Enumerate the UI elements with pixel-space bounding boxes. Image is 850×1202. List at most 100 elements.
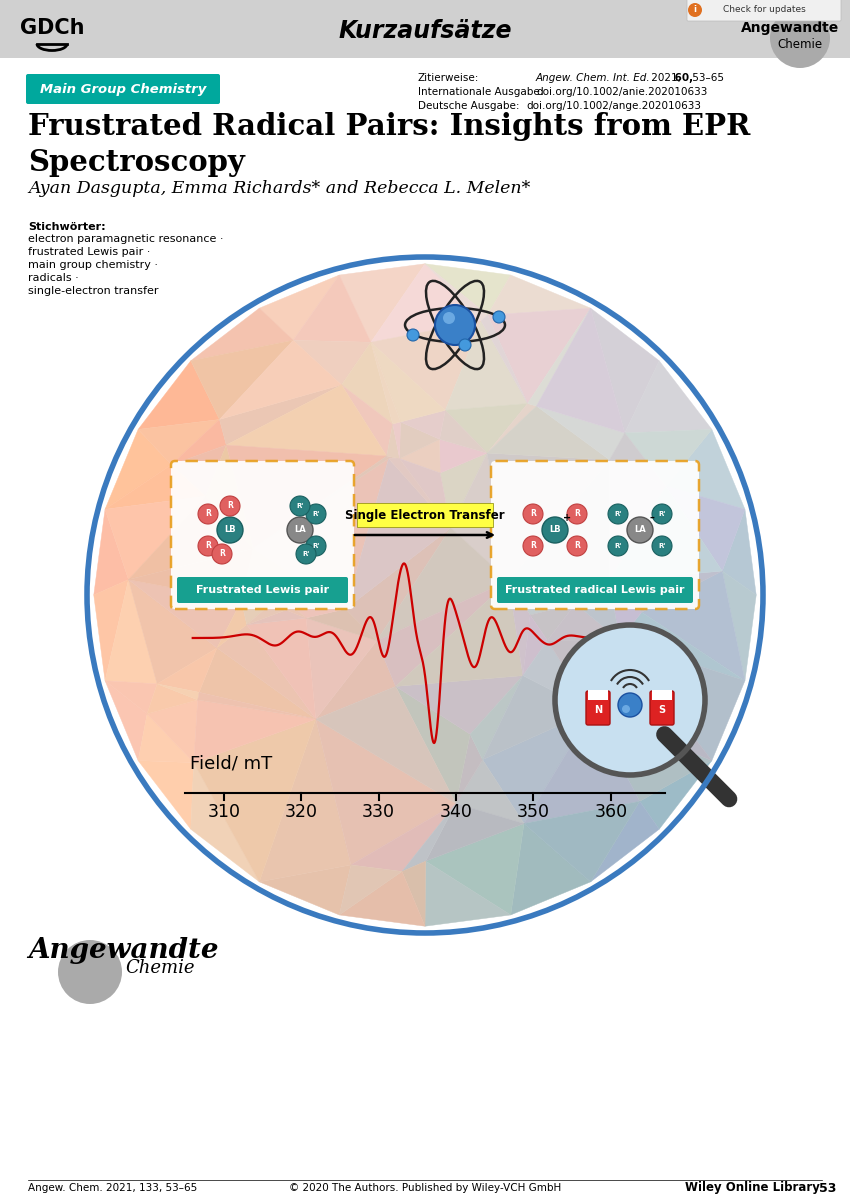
Text: 340: 340 <box>439 803 473 821</box>
Polygon shape <box>259 719 351 882</box>
Polygon shape <box>241 565 281 601</box>
Polygon shape <box>105 496 206 579</box>
Text: Chemie: Chemie <box>778 37 823 50</box>
Polygon shape <box>395 686 470 803</box>
FancyBboxPatch shape <box>26 75 220 105</box>
Bar <box>0 0 850 58</box>
Polygon shape <box>445 321 528 410</box>
Circle shape <box>567 536 587 557</box>
Circle shape <box>287 517 313 543</box>
Circle shape <box>306 504 326 524</box>
Polygon shape <box>246 595 286 625</box>
Polygon shape <box>306 618 377 719</box>
Text: Frustrated Radical Pairs: Insights from EPR: Frustrated Radical Pairs: Insights from … <box>28 112 751 141</box>
Text: R': R' <box>303 551 309 557</box>
Circle shape <box>407 329 419 341</box>
Bar <box>652 690 672 700</box>
Polygon shape <box>339 865 402 915</box>
Polygon shape <box>400 459 451 528</box>
Polygon shape <box>206 445 253 548</box>
Polygon shape <box>259 865 351 915</box>
Polygon shape <box>253 456 388 548</box>
Circle shape <box>220 496 240 516</box>
FancyBboxPatch shape <box>497 577 693 603</box>
Polygon shape <box>609 460 666 581</box>
Circle shape <box>652 536 672 557</box>
Polygon shape <box>371 343 445 422</box>
Text: electron paramagnetic resonance ·: electron paramagnetic resonance · <box>28 234 224 244</box>
Polygon shape <box>219 340 342 419</box>
Text: 2021,: 2021, <box>648 73 681 83</box>
Polygon shape <box>487 406 609 460</box>
Circle shape <box>459 339 471 351</box>
Polygon shape <box>172 445 226 496</box>
Polygon shape <box>487 404 536 453</box>
Polygon shape <box>139 419 219 465</box>
Circle shape <box>627 517 653 543</box>
Polygon shape <box>508 581 575 615</box>
FancyBboxPatch shape <box>177 577 348 603</box>
Text: R: R <box>574 510 580 518</box>
Text: Wiley Online Library: Wiley Online Library <box>685 1182 820 1195</box>
Polygon shape <box>157 648 217 692</box>
Polygon shape <box>722 571 756 680</box>
Polygon shape <box>377 581 508 686</box>
Polygon shape <box>547 603 620 641</box>
Text: Main Group Chemistry: Main Group Chemistry <box>40 83 207 95</box>
Polygon shape <box>425 263 511 315</box>
Text: Kurzaufsätze: Kurzaufsätze <box>338 19 512 43</box>
Text: Field/ mT: Field/ mT <box>190 755 272 773</box>
Text: R': R' <box>615 543 621 549</box>
Text: frustrated Lewis pair ·: frustrated Lewis pair · <box>28 246 150 257</box>
Circle shape <box>567 504 587 524</box>
Circle shape <box>618 694 642 718</box>
Circle shape <box>198 536 218 557</box>
Circle shape <box>622 706 630 713</box>
Polygon shape <box>246 618 316 719</box>
Polygon shape <box>128 496 253 579</box>
Text: R': R' <box>312 543 320 549</box>
Text: Internationale Ausgabe:: Internationale Ausgabe: <box>418 87 543 97</box>
Text: Ayan Dasgupta, Emma Richards* and Rebecca L. Melen*: Ayan Dasgupta, Emma Richards* and Rebecc… <box>28 180 530 197</box>
Circle shape <box>435 305 475 345</box>
Circle shape <box>58 940 122 1004</box>
Polygon shape <box>172 419 226 465</box>
Polygon shape <box>609 487 722 581</box>
Circle shape <box>290 496 310 516</box>
FancyBboxPatch shape <box>650 691 674 725</box>
Polygon shape <box>105 680 157 714</box>
Polygon shape <box>483 710 592 823</box>
Text: 310: 310 <box>207 803 241 821</box>
Text: Angewandte: Angewandte <box>741 20 839 35</box>
Text: 53: 53 <box>819 1182 836 1195</box>
Text: –: – <box>649 513 654 523</box>
Polygon shape <box>439 410 487 453</box>
Text: 360: 360 <box>594 803 627 821</box>
Circle shape <box>652 504 672 524</box>
Polygon shape <box>139 714 194 762</box>
Polygon shape <box>528 308 591 406</box>
Polygon shape <box>591 308 660 433</box>
Polygon shape <box>198 692 316 719</box>
Polygon shape <box>547 639 620 710</box>
Polygon shape <box>591 802 660 882</box>
Polygon shape <box>339 263 425 343</box>
Text: Frustrated radical Lewis pair: Frustrated radical Lewis pair <box>505 585 685 595</box>
Polygon shape <box>402 803 456 871</box>
Polygon shape <box>483 676 592 760</box>
Circle shape <box>688 2 702 17</box>
Circle shape <box>217 517 243 543</box>
Polygon shape <box>342 385 393 456</box>
Polygon shape <box>400 422 439 459</box>
Polygon shape <box>609 571 722 612</box>
Polygon shape <box>470 676 523 760</box>
Polygon shape <box>536 406 625 460</box>
Polygon shape <box>395 581 523 686</box>
Polygon shape <box>219 385 342 445</box>
Polygon shape <box>445 404 528 453</box>
Circle shape <box>493 311 505 323</box>
Polygon shape <box>105 680 147 761</box>
Polygon shape <box>217 625 316 719</box>
Text: R: R <box>205 510 211 518</box>
Polygon shape <box>425 263 488 321</box>
